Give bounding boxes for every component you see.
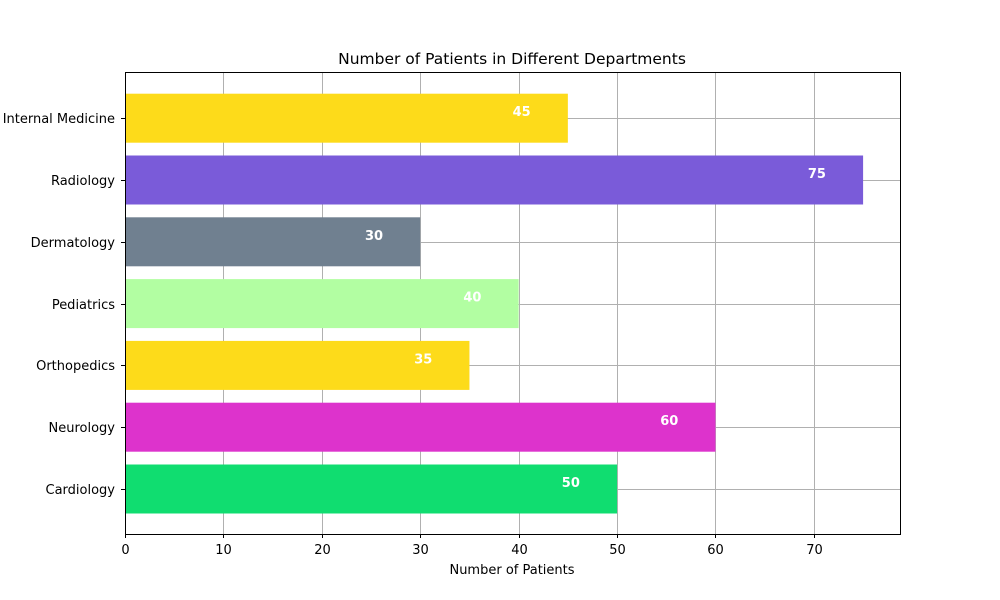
bar [125, 217, 421, 267]
x-tick-label: 40 [511, 543, 528, 558]
y-tick-label: Pediatrics [52, 298, 115, 313]
bar-data-label: 50 [562, 476, 580, 491]
x-tick-label: 10 [215, 543, 232, 558]
x-tick-label: 30 [412, 543, 429, 558]
bar [125, 155, 864, 205]
bar [125, 279, 519, 329]
y-tick-label: Radiology [51, 174, 115, 189]
bar-data-label: 30 [365, 229, 383, 244]
x-tick-label: 50 [609, 543, 626, 558]
bar-data-label: 60 [660, 414, 678, 429]
x-tick-label: 20 [314, 543, 331, 558]
bar-data-label: 45 [513, 105, 531, 120]
y-tick-label: Internal Medicine [3, 112, 115, 127]
y-tick-label: Neurology [49, 421, 116, 436]
plot-frame [125, 72, 901, 535]
x-axis-ticks: 0 10 20 30 40 50 60 70 [121, 534, 823, 558]
bar [125, 402, 716, 452]
chart-title: Number of Patients in Different Departme… [338, 50, 686, 68]
bar-data-label: 75 [808, 167, 826, 182]
bar-data-label: 40 [463, 291, 481, 306]
bar [125, 464, 618, 514]
x-tick-label: 0 [121, 543, 129, 558]
bar-data-label: 35 [414, 352, 432, 367]
y-axis-ticks: Cardiology Neurology Orthopedics Pediatrics… [3, 112, 125, 498]
y-tick-label: Orthopedics [36, 359, 115, 374]
x-tick-label: 60 [707, 543, 724, 558]
bar [125, 93, 568, 143]
y-tick-label: Dermatology [31, 236, 116, 251]
x-axis-label: Number of Patients [449, 563, 574, 578]
bars [125, 93, 864, 514]
y-tick-label: Cardiology [46, 483, 116, 498]
x-tick-label: 70 [806, 543, 823, 558]
bar-data-labels: 50 60 35 40 30 75 45 [365, 105, 826, 491]
bar [125, 340, 470, 390]
